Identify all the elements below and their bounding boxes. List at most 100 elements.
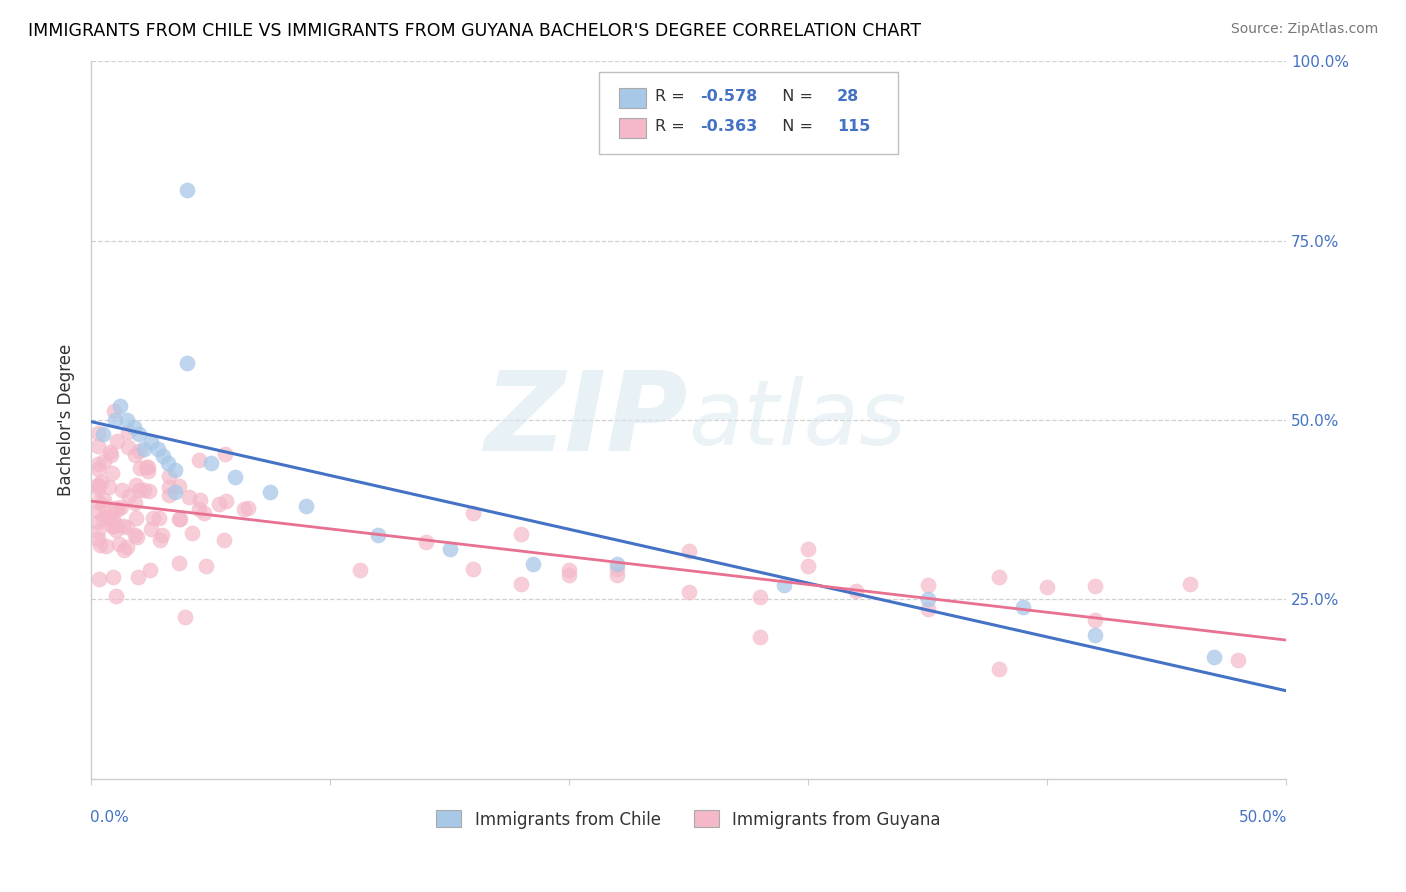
Point <box>136 465 159 479</box>
Point <box>87 478 110 492</box>
Point <box>224 470 246 484</box>
Point <box>134 483 156 498</box>
Point <box>124 478 146 492</box>
Text: -0.363: -0.363 <box>700 119 758 134</box>
Text: R =: R = <box>655 89 690 103</box>
Point <box>678 584 700 599</box>
Point <box>988 570 1011 584</box>
Point <box>200 456 222 470</box>
Point <box>117 440 139 454</box>
Point <box>295 499 318 513</box>
Point <box>103 403 125 417</box>
Point <box>87 479 110 493</box>
Point <box>101 466 124 480</box>
Text: 115: 115 <box>837 119 870 134</box>
Point <box>606 557 628 571</box>
Point <box>678 543 700 558</box>
Point <box>188 492 211 507</box>
Point <box>112 542 135 557</box>
Point <box>87 572 110 586</box>
Point <box>110 500 132 514</box>
Point <box>150 527 173 541</box>
Point <box>167 479 190 493</box>
Point <box>439 542 461 557</box>
Point <box>98 445 121 459</box>
Point <box>1227 653 1250 667</box>
Text: 0.0%: 0.0% <box>90 810 129 825</box>
Point <box>87 532 110 546</box>
Point <box>214 447 236 461</box>
Point <box>148 533 170 547</box>
Point <box>208 497 231 511</box>
Point <box>124 528 146 542</box>
Point <box>91 427 114 442</box>
Point <box>87 504 110 518</box>
Point <box>107 502 129 516</box>
Point <box>169 512 191 526</box>
Point <box>122 420 145 434</box>
Point <box>749 630 772 644</box>
Point <box>148 510 170 524</box>
Point <box>105 590 128 604</box>
Point <box>215 493 238 508</box>
Text: -0.578: -0.578 <box>700 89 758 103</box>
Point <box>87 439 110 453</box>
Point <box>522 557 544 571</box>
Point <box>232 502 254 516</box>
Point <box>111 483 134 498</box>
Point <box>124 448 146 462</box>
Point <box>606 568 628 582</box>
Point <box>349 563 371 577</box>
Point <box>138 484 160 499</box>
Point <box>98 510 121 524</box>
Point <box>167 556 190 570</box>
Point <box>87 457 110 471</box>
Point <box>142 510 165 524</box>
Point <box>1084 628 1107 642</box>
Point <box>510 576 533 591</box>
Point <box>136 459 159 474</box>
Point <box>1036 580 1059 594</box>
Point <box>103 570 125 584</box>
Text: R =: R = <box>655 119 690 134</box>
Point <box>105 523 128 537</box>
Point <box>845 584 868 599</box>
Text: ZIP: ZIP <box>485 367 689 474</box>
Point <box>108 537 131 551</box>
Point <box>89 539 111 553</box>
Point <box>129 461 152 475</box>
Point <box>104 518 127 533</box>
Point <box>117 425 139 440</box>
Point <box>125 511 148 525</box>
Point <box>115 540 138 554</box>
Text: N =: N = <box>772 89 818 103</box>
FancyBboxPatch shape <box>619 118 645 138</box>
Point <box>141 522 163 536</box>
Point <box>152 449 174 463</box>
Point <box>1180 576 1202 591</box>
Point <box>174 609 197 624</box>
Point <box>87 482 110 496</box>
Point <box>93 454 115 468</box>
Point <box>104 413 127 427</box>
Point <box>93 499 115 513</box>
Point <box>195 559 218 574</box>
Point <box>104 501 127 516</box>
Point <box>558 567 581 582</box>
Point <box>193 506 215 520</box>
Point <box>157 468 180 483</box>
Point <box>91 511 114 525</box>
Point <box>917 601 939 615</box>
Point <box>128 483 150 497</box>
Text: 50.0%: 50.0% <box>1239 810 1286 825</box>
Point <box>212 533 235 548</box>
Point <box>87 515 110 529</box>
FancyBboxPatch shape <box>599 72 897 154</box>
Point <box>1204 649 1226 664</box>
Point <box>773 578 796 592</box>
Point <box>93 492 115 507</box>
Point <box>917 578 939 592</box>
Point <box>797 559 820 574</box>
Point <box>176 183 198 197</box>
Point <box>146 442 169 456</box>
